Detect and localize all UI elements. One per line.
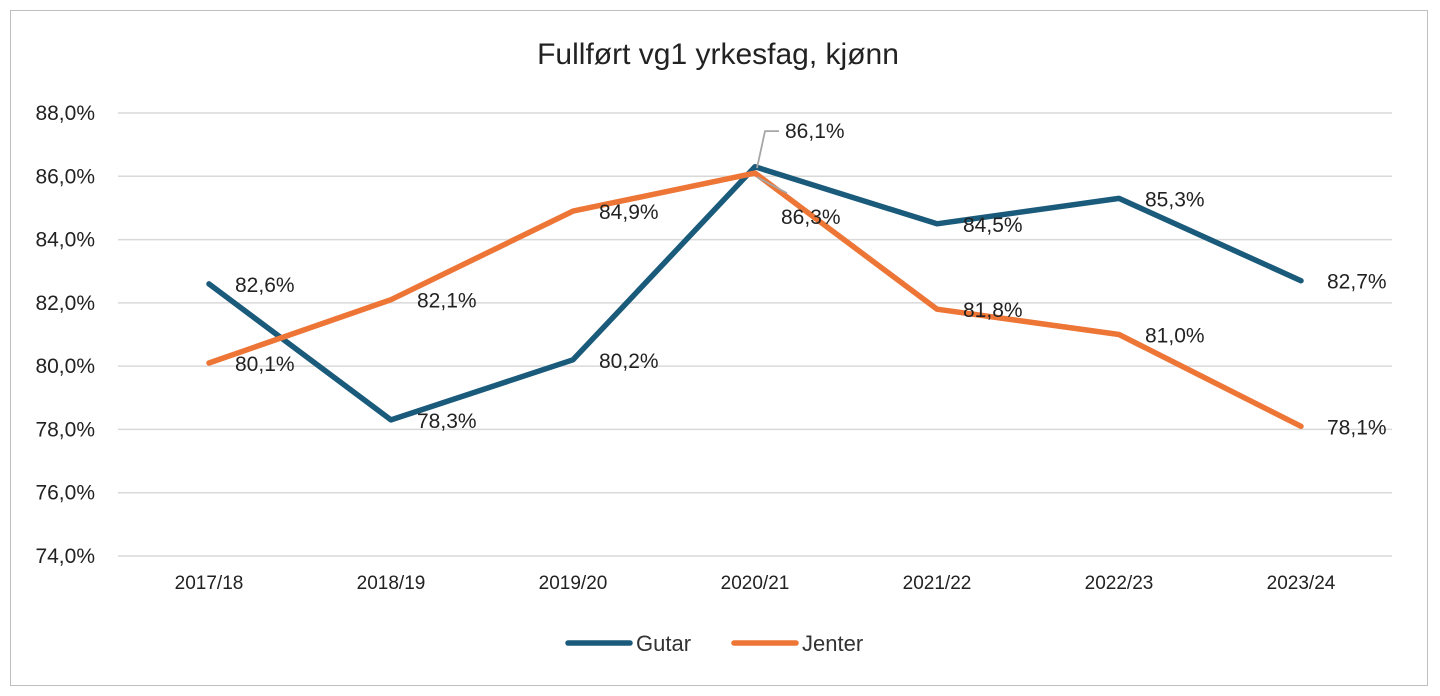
x-axis-ticks: 2017/18 2018/19 2019/20 2020/21 2021/22 2022/… bbox=[175, 573, 1336, 594]
x-tick-label: 2023/24 bbox=[1267, 573, 1336, 594]
series-line-gutar bbox=[206, 164, 1304, 423]
x-tick-label: 2019/20 bbox=[539, 573, 608, 594]
data-label-jenter: 78,1% bbox=[1327, 416, 1387, 439]
legend[interactable]: Gutar Jenter bbox=[565, 631, 863, 656]
y-tick-label: 82,0% bbox=[35, 292, 95, 315]
leader-line bbox=[756, 176, 788, 194]
data-label-jenter: 81,8% bbox=[963, 299, 1023, 322]
x-tick-label: 2018/19 bbox=[357, 573, 426, 594]
data-label-gutar: 86,3% bbox=[781, 206, 841, 229]
legend-label: Jenter bbox=[802, 631, 863, 656]
data-label-gutar: 82,7% bbox=[1327, 271, 1387, 294]
data-label-jenter: 80,1% bbox=[235, 353, 295, 376]
x-tick-label: 2020/21 bbox=[721, 573, 790, 594]
x-tick-label: 2022/23 bbox=[1085, 573, 1154, 594]
y-tick-label: 74,0% bbox=[35, 545, 95, 568]
y-tick-label: 84,0% bbox=[35, 229, 95, 252]
y-tick-label: 88,0% bbox=[35, 102, 95, 125]
series-line-jenter bbox=[206, 170, 1304, 430]
x-tick-label: 2021/22 bbox=[903, 573, 972, 594]
data-label-gutar: 80,2% bbox=[599, 350, 659, 373]
y-tick-label: 86,0% bbox=[35, 165, 95, 188]
data-label-gutar: 82,6% bbox=[235, 274, 295, 297]
y-tick-label: 80,0% bbox=[35, 355, 95, 378]
series-lines bbox=[206, 164, 1304, 430]
data-label-jenter: 86,1% bbox=[785, 120, 845, 143]
legend-item-jenter[interactable]: Jenter bbox=[731, 631, 863, 656]
gridlines bbox=[118, 112, 1392, 557]
legend-label: Gutar bbox=[636, 631, 691, 656]
data-label-jenter: 84,9% bbox=[599, 201, 659, 224]
data-label-gutar: 85,3% bbox=[1145, 188, 1205, 211]
leader-line bbox=[756, 130, 779, 169]
chart-title: Fullført vg1 yrkesfag, kjønn bbox=[537, 38, 899, 71]
data-label-jenter: 81,0% bbox=[1145, 325, 1205, 348]
x-tick-label: 2017/18 bbox=[175, 573, 244, 594]
data-label-jenter: 82,1% bbox=[417, 290, 477, 313]
data-label-gutar: 84,5% bbox=[963, 214, 1023, 237]
legend-item-gutar[interactable]: Gutar bbox=[565, 631, 691, 656]
y-tick-label: 78,0% bbox=[35, 418, 95, 441]
y-axis-ticks: 74,0% 76,0% 78,0% 80,0% 82,0% 84,0% 86,0% 88,0% bbox=[35, 102, 95, 568]
y-tick-label: 76,0% bbox=[35, 482, 95, 505]
data-label-gutar: 78,3% bbox=[417, 410, 477, 433]
data-labels: 82,6% 78,3% 80,2% 86,3% 84,5% 85,3% 82,7% 80,1%… bbox=[235, 120, 1387, 439]
